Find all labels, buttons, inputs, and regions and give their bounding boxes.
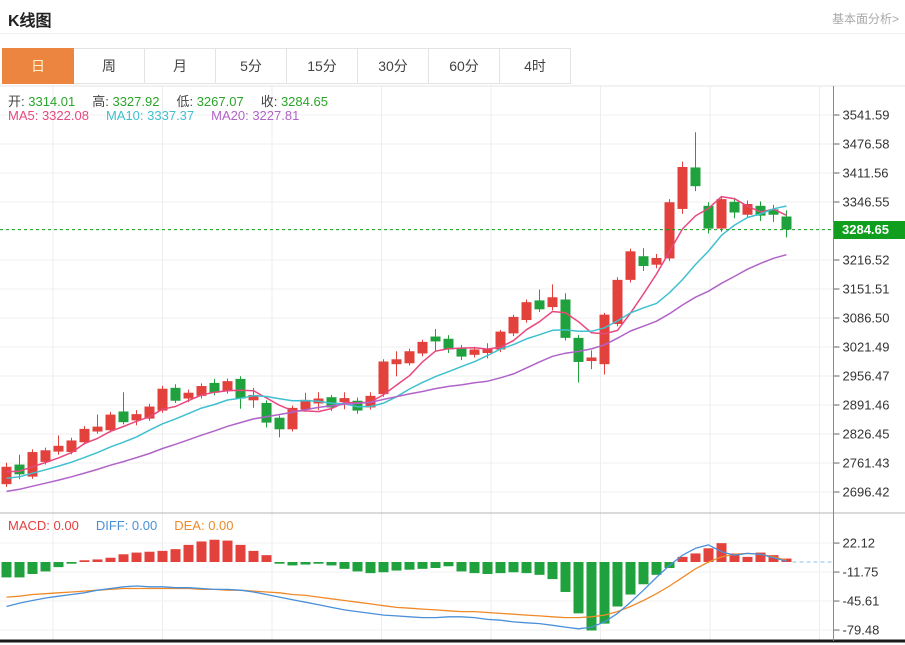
- header-bar: K线图 基本面分析>: [0, 0, 905, 34]
- macd-label-0: MACD:: [8, 518, 50, 533]
- ohlc-item-3: 收: 3284.65: [261, 94, 328, 109]
- tab-周[interactable]: 周: [74, 48, 145, 84]
- ohlc-value-1: 3327.92: [108, 94, 160, 109]
- macd-item-2: DEA: 0.00: [174, 518, 233, 533]
- ohlc-label-1: 高:: [92, 94, 109, 109]
- ohlc-value-0: 3314.01: [24, 94, 76, 109]
- svg-text:-79.48: -79.48: [843, 623, 880, 638]
- macd-item-1: DIFF: 0.00: [96, 518, 157, 533]
- ohlc-label-0: 开:: [8, 94, 25, 109]
- tab-月[interactable]: 月: [145, 48, 216, 84]
- tab-30分[interactable]: 30分: [358, 48, 429, 84]
- macd-label-2: DEA:: [174, 518, 205, 533]
- tab-15分[interactable]: 15分: [287, 48, 358, 84]
- last-price-tag: 3284.65: [834, 220, 905, 239]
- tab-5分[interactable]: 5分: [216, 48, 287, 84]
- svg-text:2956.47: 2956.47: [843, 369, 890, 384]
- ohlc-item-2: 低: 3267.07: [176, 94, 243, 109]
- ma-value-0: 3322.08: [38, 108, 89, 123]
- ma-value-1: 3337.37: [143, 108, 195, 123]
- svg-text:3411.56: 3411.56: [843, 166, 889, 181]
- svg-text:2696.42: 2696.42: [843, 485, 890, 500]
- svg-text:3086.50: 3086.50: [843, 311, 890, 326]
- macd-value-1: 0.00: [128, 518, 158, 533]
- ohlc-item-0: 开: 3314.01: [8, 94, 75, 109]
- ma-legend: MA5: 3322.08 MA10: 3337.37 MA20: 3227.81: [8, 108, 316, 123]
- ma-label-0: MA5:: [8, 108, 39, 123]
- macd-legend: MACD: 0.00 DIFF: 0.00 DEA: 0.00: [8, 518, 251, 533]
- svg-text:2826.45: 2826.45: [843, 427, 890, 442]
- fundamental-analysis-link[interactable]: 基本面分析>: [831, 12, 899, 26]
- tab-60分[interactable]: 60分: [429, 48, 500, 84]
- ma-label-1: MA10:: [105, 108, 144, 123]
- tab-日[interactable]: 日: [2, 48, 74, 84]
- svg-text:3216.52: 3216.52: [843, 253, 890, 268]
- macd-label-1: DIFF:: [95, 518, 129, 533]
- macd-value-2: 0.00: [204, 518, 234, 533]
- ohlc-label-3: 收:: [260, 94, 278, 109]
- svg-text:2891.46: 2891.46: [843, 398, 890, 413]
- page-title: K线图: [8, 13, 52, 30]
- svg-text:-45.61: -45.61: [843, 594, 880, 609]
- ma-label-2: MA20:: [211, 108, 249, 123]
- ma-value-2: 3227.81: [248, 108, 300, 123]
- ohlc-label-2: 低:: [176, 94, 194, 109]
- svg-text:22.12: 22.12: [843, 536, 876, 551]
- ohlc-value-3: 3284.65: [277, 94, 328, 109]
- ohlc-item-1: 高: 3327.92: [92, 94, 159, 109]
- ma-item-0: MA5: 3322.08: [8, 108, 89, 123]
- svg-text:3541.59: 3541.59: [843, 108, 890, 123]
- ma-item-2: MA20: 3227.81: [211, 108, 299, 123]
- svg-text:3021.49: 3021.49: [843, 340, 890, 355]
- svg-text:3346.55: 3346.55: [843, 195, 890, 210]
- period-tabs: 日周月 5分 15分 30分 60分 4时: [2, 48, 571, 84]
- svg-text:-11.75: -11.75: [843, 565, 879, 580]
- macd-value-0: 0.00: [49, 518, 79, 533]
- tab-4时[interactable]: 4时: [500, 48, 571, 84]
- ma-item-1: MA10: 3337.37: [106, 108, 194, 123]
- svg-text:3151.51: 3151.51: [843, 282, 890, 297]
- ohlc-value-2: 3267.07: [193, 94, 244, 109]
- macd-item-0: MACD: 0.00: [8, 518, 79, 533]
- svg-text:3476.58: 3476.58: [843, 137, 890, 152]
- ohlc-legend: 开: 3314.01 高: 3327.92 低: 3267.07 收: 3284.65: [8, 91, 345, 110]
- svg-text:2761.43: 2761.43: [843, 456, 890, 471]
